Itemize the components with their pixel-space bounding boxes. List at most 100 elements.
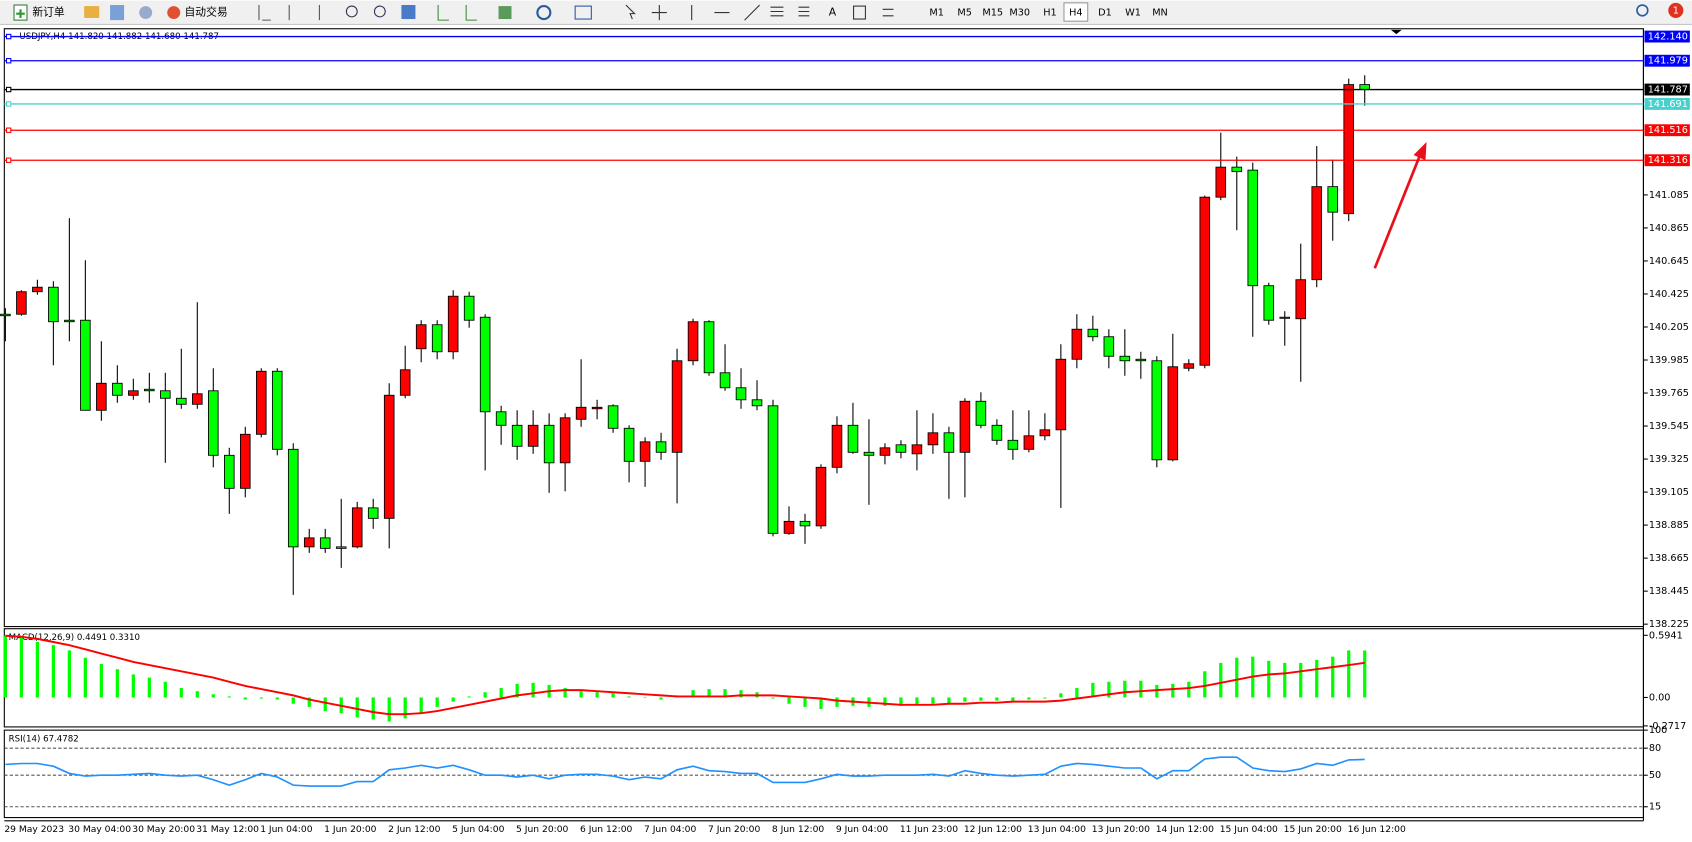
y-tick-label: 139.985	[1649, 355, 1689, 366]
y-tick-label: 0.00	[1649, 692, 1671, 703]
macd-bar	[1059, 693, 1063, 698]
toolbar: 新订单 自动交易 A 1 M1 M5 M15 M30 H1 H4 D1 W1 MN	[0, 0, 1692, 25]
level-label-box	[1644, 54, 1690, 67]
level-label: 141.979	[1648, 56, 1688, 67]
zoom-out[interactable]	[373, 5, 386, 18]
timeframe-button[interactable]: M5	[957, 8, 972, 19]
timeframe-button[interactable]: MN	[1152, 8, 1168, 19]
timeframe-button[interactable]: H4	[1069, 8, 1082, 19]
x-tick-label: 16 Jun 12:00	[1348, 824, 1406, 835]
icon[interactable]	[258, 5, 320, 21]
x-tick-label: 5 Jun 04:00	[452, 824, 505, 835]
icon[interactable]	[110, 5, 125, 21]
timeframe-button[interactable]: W1	[1125, 8, 1141, 19]
tool-icons[interactable]	[625, 4, 810, 21]
icon[interactable]	[574, 5, 592, 20]
candle-body	[32, 286, 43, 293]
x-tick-label: 6 Jun 12:00	[580, 824, 633, 835]
y-tick-label: 140.425	[1649, 289, 1689, 300]
macd-bar	[595, 692, 599, 698]
candle-body	[399, 369, 411, 396]
timeframe-button[interactable]: M1	[929, 8, 944, 19]
candle-body	[1279, 316, 1291, 319]
x-tick-label: 30 May 04:00	[68, 824, 131, 835]
candle-body	[1167, 366, 1179, 461]
candle-body	[383, 394, 395, 519]
level-handle	[5, 157, 12, 163]
x-tick-label: 12 Jun 12:00	[964, 824, 1022, 835]
auto-trading-button[interactable]: 自动交易	[167, 6, 228, 20]
candle-body	[1023, 435, 1035, 450]
level-label: 141.691	[1648, 99, 1688, 110]
notification-badge[interactable]	[1668, 2, 1684, 18]
candle-body	[607, 405, 619, 429]
candle-body	[223, 454, 235, 489]
x-tick-label: 15 Jun 04:00	[1220, 824, 1278, 835]
macd-bar	[307, 697, 311, 707]
candle-body	[799, 520, 811, 527]
candle-body	[543, 424, 555, 464]
rsi-line	[5, 756, 1365, 787]
macd-bar	[787, 697, 791, 704]
y-tick-label: 138.885	[1649, 520, 1689, 531]
candle-body	[96, 382, 107, 411]
candle-body	[335, 546, 347, 549]
label-tool[interactable]	[853, 5, 866, 20]
zoom-in[interactable]	[345, 5, 358, 18]
timeframe-button[interactable]: M15	[982, 8, 1003, 19]
x-tick-label: 13 Jun 04:00	[1028, 824, 1086, 835]
search[interactable]	[1636, 4, 1649, 17]
icon[interactable]	[139, 6, 153, 20]
macd-bar	[355, 697, 359, 718]
candle-body	[64, 319, 75, 323]
x-tick-label: 7 Jun 20:00	[708, 824, 761, 835]
macd-bar	[1171, 683, 1175, 698]
timeframe-button[interactable]: D1	[1098, 8, 1112, 19]
candle-body	[719, 372, 731, 389]
candle-body	[815, 466, 827, 527]
candle-body	[463, 295, 475, 321]
text-tool[interactable]: A	[829, 6, 837, 19]
candle-body	[447, 295, 459, 353]
candle-body	[735, 387, 747, 401]
y-tick-label: 139.325	[1649, 454, 1689, 465]
candle-body	[495, 411, 507, 426]
candle-body	[1183, 363, 1195, 369]
candle-body	[255, 370, 267, 435]
level-label-box	[1644, 98, 1690, 110]
icon	[167, 6, 181, 20]
icon[interactable]	[84, 6, 100, 18]
candle-body	[1327, 186, 1339, 213]
icon[interactable]	[437, 5, 477, 21]
x-tick-label: 5 Jun 20:00	[516, 824, 569, 835]
candle-body	[623, 427, 635, 462]
candle-body	[1135, 358, 1147, 362]
macd-bar	[1107, 681, 1111, 698]
candle-body	[208, 390, 219, 456]
arrows-tool[interactable]	[882, 8, 894, 17]
macd-bar	[163, 681, 167, 698]
macd-bar	[995, 697, 999, 701]
candle-body	[1087, 328, 1099, 338]
macd-bar	[67, 650, 71, 698]
macd-bar	[291, 697, 295, 704]
icon[interactable]	[401, 5, 416, 20]
candle-body	[367, 507, 379, 519]
candle-body	[1007, 439, 1019, 450]
x-tick-label: 11 Jun 23:00	[900, 824, 958, 835]
macd-bar	[883, 697, 887, 706]
timeframe-button[interactable]: M30	[1009, 8, 1030, 19]
candle-body	[112, 382, 123, 396]
macd-bar	[1235, 657, 1239, 698]
new-order-button[interactable]: 新订单	[13, 4, 65, 21]
macd-bar	[611, 693, 615, 698]
shift-marker	[1390, 29, 1402, 35]
timeframe-button[interactable]: H1	[1043, 8, 1056, 19]
icon[interactable]	[536, 5, 552, 21]
level-handle	[5, 86, 12, 93]
macd-bar	[499, 688, 503, 698]
y-tick-label: 138.225	[1649, 619, 1689, 630]
y-tick-label: 140.865	[1649, 223, 1689, 234]
macd-signal	[5, 634, 1365, 716]
icon[interactable]	[498, 6, 512, 20]
